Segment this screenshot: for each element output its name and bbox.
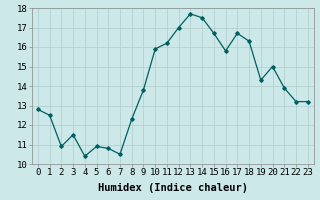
X-axis label: Humidex (Indice chaleur): Humidex (Indice chaleur) (98, 183, 248, 193)
